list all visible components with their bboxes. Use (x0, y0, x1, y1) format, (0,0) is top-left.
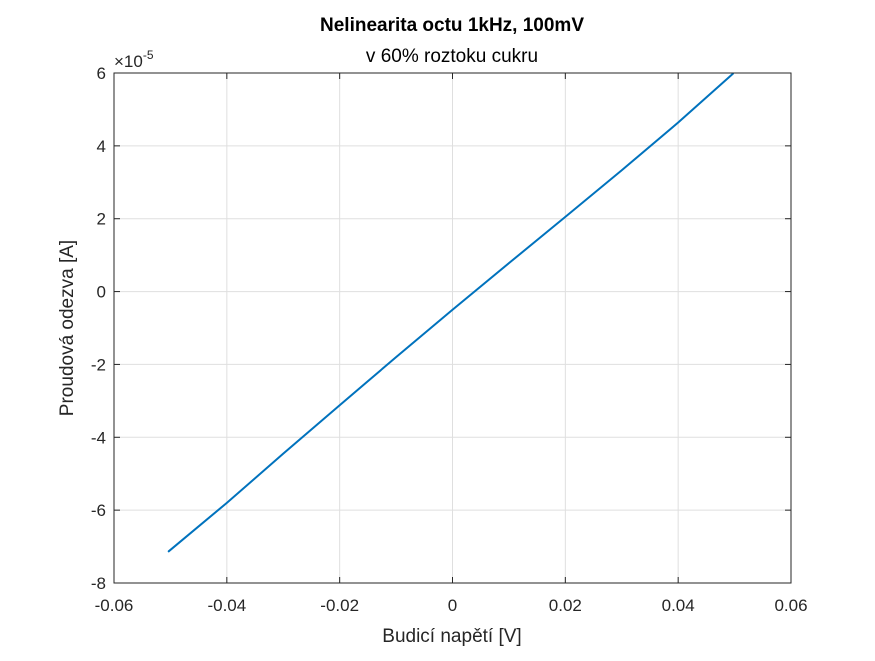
y-exponent-label: ×10-5 (114, 48, 154, 71)
x-tick-label: 0.02 (549, 596, 582, 615)
x-axis-label: Budicí napětí [V] (382, 626, 521, 647)
chart-title: Nelinearita octu 1kHz, 100mV (320, 15, 584, 36)
y-exponent-power: -5 (143, 48, 154, 62)
ticks (113, 72, 792, 584)
x-tick-label: 0.04 (662, 596, 695, 615)
y-exponent-base: ×10 (114, 52, 143, 71)
y-tick-label: -4 (91, 428, 106, 447)
series-layer (167, 72, 734, 553)
y-axis-label: Proudová odezva [A] (57, 240, 78, 416)
y-tick-label: -6 (91, 501, 106, 520)
x-tick-label: -0.06 (95, 596, 134, 615)
y-tick-label: 2 (97, 210, 106, 229)
y-tick-label: -8 (91, 574, 106, 593)
y-tick-label: 4 (97, 137, 106, 156)
y-tick-label: -2 (91, 355, 106, 374)
tick-labels: -0.06 -0.04 -0.02 0 0.02 0.04 0.06 -8 -6 -4 -2 0 2 4 6 (91, 64, 808, 615)
series-line (167, 72, 734, 553)
x-tick-label: 0 (448, 596, 457, 615)
chart-subtitle: v 60% roztoku cukru (366, 46, 538, 67)
x-tick-label: 0.06 (774, 596, 807, 615)
x-tick-label: -0.04 (207, 596, 246, 615)
x-tick-label: -0.02 (320, 596, 359, 615)
y-tick-label: 6 (97, 64, 106, 83)
y-tick-label: 0 (97, 283, 106, 302)
